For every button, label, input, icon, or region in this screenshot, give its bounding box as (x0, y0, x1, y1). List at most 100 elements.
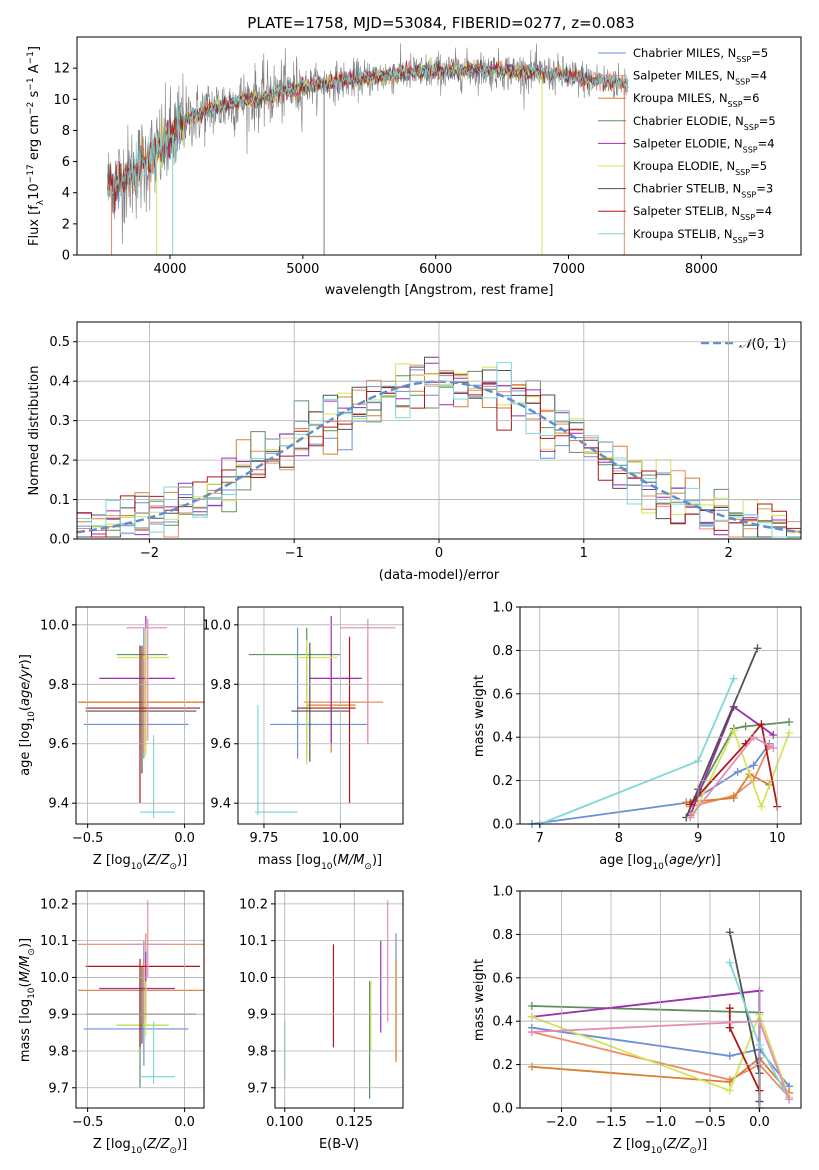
age-mass-ytick-label-1: 9.6 (210, 737, 231, 752)
age-z-panel (77, 615, 204, 819)
age-z-xtick-label-1: 0.0 (174, 831, 195, 846)
mw-z-marker-6-0 (725, 928, 734, 937)
plot-layer: 4000 5000 6000 7000 8000024681012wavelength … (18, 36, 802, 1156)
hist-ytick-label-1: 0.1 (49, 493, 70, 508)
spectrum-xtick-label-4: 8000 (685, 262, 718, 277)
mass-ebv-xlabel: E(B-V) (319, 1137, 359, 1152)
mass-z-ytick-label-2: 9.9 (48, 1008, 69, 1023)
mw-z-marker-9-2 (785, 1095, 794, 1104)
hist-xlabel: (data-model)/error (379, 568, 500, 583)
mw-z-marker-8-0 (725, 958, 734, 967)
mw-z-marker-5-1 (725, 1086, 734, 1095)
mw-z-xlabel: Z [log10(Z/Z⊙)] (613, 1137, 707, 1156)
mw-age-xlabel: age [log10(age/yr)] (599, 853, 721, 872)
mw-z-panel (527, 928, 794, 1112)
mw-z-ytick-label-4: 0.8 (492, 928, 513, 943)
mw-z-frame (519, 890, 802, 1109)
spectrum-ytick-label-1: 2 (62, 217, 70, 232)
hist-ytick-label-4: 0.4 (49, 375, 70, 390)
mw-age-xtick-label-1: 8 (615, 831, 623, 846)
spectrum-xtick-label-1: 5000 (286, 262, 319, 277)
spectrum-panel (107, 43, 629, 255)
mw-age-marker-5-2 (757, 802, 766, 811)
spectrum-xtick-label-3: 7000 (552, 262, 585, 277)
mw-z-marker-5-0 (527, 1012, 536, 1021)
mass-z-ytick-label-3: 10.0 (40, 971, 69, 986)
legend-entry-1: Salpeter MILES, NSSP=4 (633, 69, 767, 87)
age-z-ytick-label-3: 10.0 (40, 618, 69, 633)
mw-age-marker-5-1 (729, 726, 738, 735)
mw-age-marker-2-1 (729, 793, 738, 802)
hist-xtick-label-3: 1 (580, 546, 588, 561)
mw-age-marker-7-0 (686, 800, 695, 809)
mw-z-xtick-label-4: 0.0 (749, 1115, 770, 1130)
spectrum-xtick-label-2: 6000 (419, 262, 452, 277)
mw-age-marker-3-3 (785, 718, 794, 727)
mw-age-ytick-label-0: 0.0 (492, 818, 513, 833)
mw-z-marker-3-0 (527, 1002, 536, 1011)
age-z-ytick-label-0: 9.4 (48, 797, 69, 812)
hist-ytick-label-2: 0.2 (49, 454, 70, 469)
mass-z-ytick-label-5: 10.2 (40, 897, 69, 912)
legend-entry-2: Kroupa MILES, NSSP=6 (633, 91, 759, 109)
model-spectrum-8 (107, 58, 629, 203)
mass-z-panel (77, 900, 204, 1088)
mw-age-ylabel: mass weight (472, 675, 487, 757)
mw-age-ytick-label-1: 0.2 (492, 774, 513, 789)
hist-xtick-label-4: 2 (724, 546, 732, 561)
mw-z-ytick-label-2: 0.4 (492, 1015, 513, 1030)
mass-ebv-frame (274, 890, 404, 1109)
mass-z-xtick-label-1: 0.0 (174, 1115, 195, 1130)
mw-age-marker-5-3 (785, 728, 794, 737)
mw-z-ytick-label-0: 0.0 (492, 1102, 513, 1117)
legend-entry-5: Kroupa ELODIE, NSSP=5 (633, 159, 767, 177)
spectrum-ylabel: Flux [fλ10−17 erg cm−2 s−1 A−1] (26, 46, 46, 246)
spectrum-ytick-label-5: 10 (53, 93, 70, 108)
age-mass-ytick-label-0: 9.4 (210, 797, 231, 812)
legend-entry-4: Salpeter ELODIE, NSSP=4 (633, 136, 775, 154)
spectrum-xtick-label-0: 4000 (153, 262, 186, 277)
mass-ebv-ytick-label-2: 9.9 (247, 1008, 268, 1023)
hist-frame (76, 321, 802, 540)
mw-age-series-2 (686, 772, 770, 804)
age-mass-ytick-label-3: 10.0 (202, 618, 231, 633)
hist-ytick-label-5: 0.5 (49, 335, 70, 350)
mass-z-xtick-label-0: −0.5 (72, 1115, 104, 1130)
mw-age-marker-9-2 (769, 744, 778, 753)
mw-age-series-1 (689, 745, 771, 808)
mw-z-xtick-label-3: −0.5 (694, 1115, 726, 1130)
age-mass-ytick-label-2: 9.8 (210, 678, 231, 693)
mass-z-ylabel: mass [log10(M/M⊙)] (18, 938, 37, 1062)
mw-age-series-6 (685, 647, 759, 818)
mass-ebv-ytick-label-4: 10.1 (239, 934, 268, 949)
mw-age-marker-6-2 (753, 644, 762, 653)
legend-entry-8: Kroupa STELIB, NSSP=3 (633, 227, 764, 245)
mw-age-marker-0-3 (749, 761, 758, 770)
mass-z-ytick-label-0: 9.7 (48, 1081, 69, 1096)
mass-ebv-ytick-label-0: 9.7 (247, 1081, 268, 1096)
spectrum-ytick-label-6: 12 (53, 62, 70, 77)
mw-age-xtick-label-2: 9 (694, 831, 702, 846)
mass-ebv-ytick-label-3: 10.0 (239, 971, 268, 986)
mw-z-ytick-label-1: 0.2 (492, 1058, 513, 1073)
mw-age-marker-9-0 (686, 813, 695, 822)
mw-z-ytick-label-3: 0.6 (492, 971, 513, 986)
age-mass-xtick-label-0: 9.75 (249, 831, 278, 846)
mw-z-series-6 (728, 932, 761, 1102)
mw-z-series-1 (531, 1031, 790, 1098)
legend-entry-3: Chabrier ELODIE, NSSP=5 (633, 114, 776, 132)
mw-age-xtick-label-0: 7 (536, 831, 544, 846)
mw-z-series-2 (531, 1056, 790, 1094)
mass-z-xlabel: Z [log10(Z/Z⊙)] (93, 1137, 187, 1156)
age-z-ytick-label-1: 9.6 (48, 737, 69, 752)
hist-ylabel: Normed distribution (27, 366, 42, 496)
mw-z-ytick-label-5: 1.0 (492, 885, 513, 900)
mw-age-marker-8-2 (729, 674, 738, 683)
model-spectrum-0 (108, 60, 625, 208)
mw-age-ytick-label-4: 0.8 (492, 644, 513, 659)
mass-z-ytick-label-4: 10.1 (40, 934, 69, 949)
legend-entry-0: Chabrier MILES, NSSP=5 (633, 46, 768, 64)
mw-age-ytick-label-5: 1.0 (492, 601, 513, 616)
mass-ebv-ytick-label-1: 9.8 (247, 1044, 268, 1059)
age-mass-panel (248, 615, 396, 816)
